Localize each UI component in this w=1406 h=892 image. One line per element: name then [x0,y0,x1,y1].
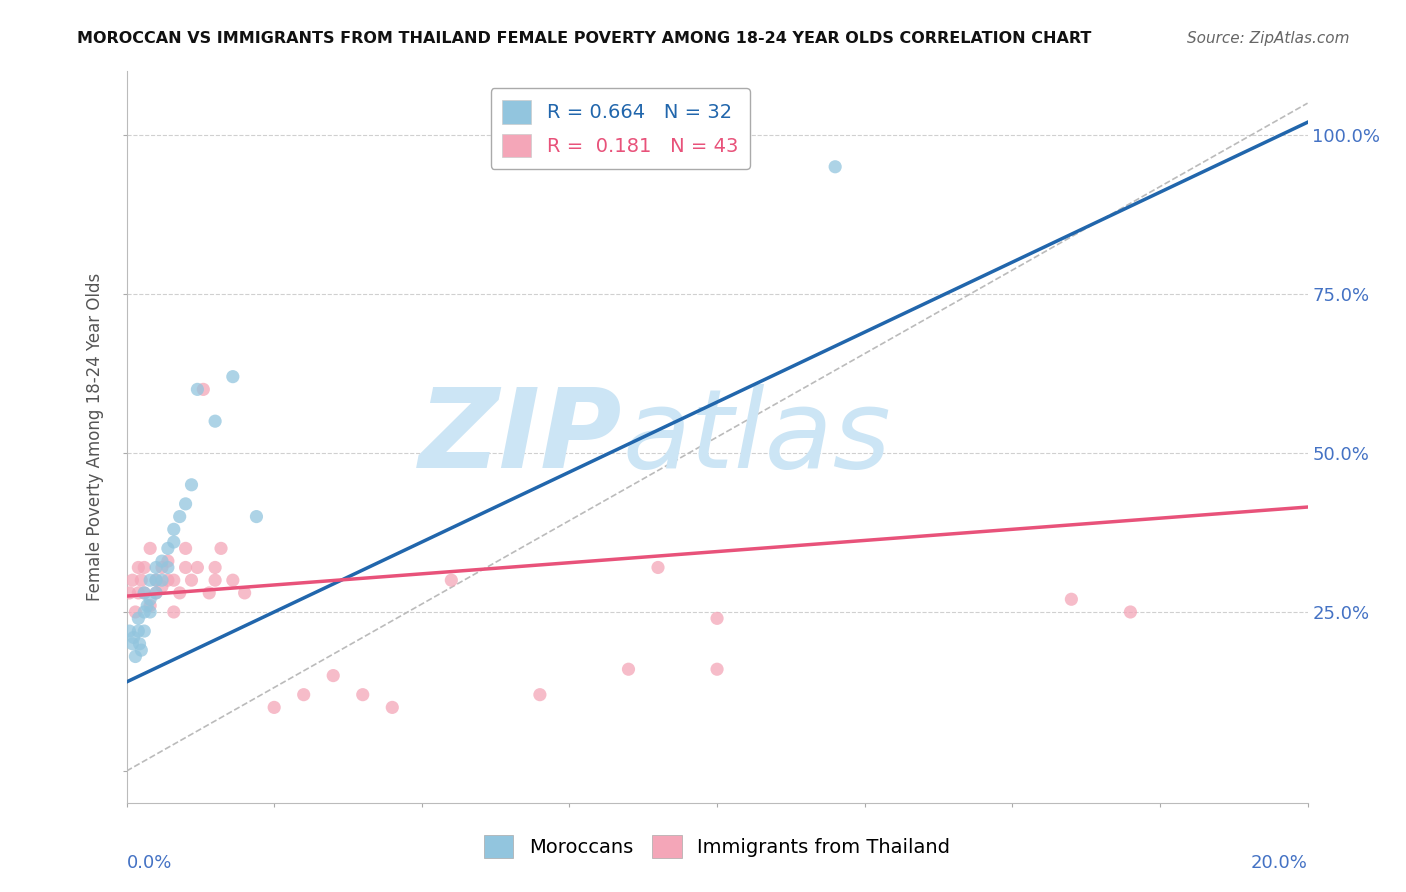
Point [134,560,156,574]
Point [145,573,167,587]
Point [127,624,149,638]
Point [128,637,150,651]
Point [169,586,191,600]
Point [121,637,143,651]
Point [292,688,315,702]
Point [121,573,143,587]
Y-axis label: Female Poverty Among 18-24 Year Olds: Female Poverty Among 18-24 Year Olds [86,273,104,601]
Point [222,369,245,384]
Point [134,586,156,600]
Point [163,605,186,619]
Point [145,560,167,574]
Point [150,580,173,594]
Point [204,560,226,574]
Point [134,605,156,619]
Point [204,573,226,587]
Point [209,541,232,556]
Point [156,554,179,568]
Point [136,599,159,613]
Point [134,624,156,638]
Point [245,509,267,524]
Point [134,586,156,600]
Point [163,573,186,587]
Point [186,383,208,397]
Point [180,573,202,587]
Point [145,586,167,600]
Point [156,560,179,574]
Text: MOROCCAN VS IMMIGRANTS FROM THAILAND FEMALE POVERTY AMONG 18-24 YEAR OLDS CORREL: MOROCCAN VS IMMIGRANTS FROM THAILAND FEM… [77,31,1091,46]
Point [1060,592,1083,607]
Point [127,611,149,625]
Point [706,611,728,625]
Point [706,662,728,676]
Point [124,605,146,619]
Point [118,624,141,638]
Point [186,560,208,574]
Point [381,700,404,714]
Point [263,700,285,714]
Point [180,477,202,491]
Point [150,573,173,587]
Point [124,649,146,664]
Point [617,662,640,676]
Text: 20.0%: 20.0% [1251,854,1308,872]
Point [150,560,173,574]
Point [139,605,162,619]
Text: ZIP: ZIP [419,384,623,491]
Point [118,586,141,600]
Legend: Moroccans, Immigrants from Thailand: Moroccans, Immigrants from Thailand [477,827,957,866]
Text: Source: ZipAtlas.com: Source: ZipAtlas.com [1187,31,1350,46]
Point [150,554,173,568]
Point [139,592,162,607]
Point [139,599,162,613]
Point [163,522,186,536]
Point [529,688,551,702]
Point [122,631,145,645]
Point [193,383,215,397]
Point [163,535,186,549]
Point [352,688,374,702]
Point [647,560,669,574]
Point [156,541,179,556]
Point [824,160,846,174]
Point [127,586,149,600]
Point [322,668,344,682]
Point [198,586,221,600]
Point [145,573,167,587]
Point [139,573,162,587]
Point [1119,605,1142,619]
Point [174,497,197,511]
Point [233,586,256,600]
Point [174,541,197,556]
Point [129,573,153,587]
Text: 0.0%: 0.0% [127,854,172,872]
Point [204,414,226,428]
Point [156,573,179,587]
Point [222,573,245,587]
Point [169,509,191,524]
Point [440,573,463,587]
Point [139,541,162,556]
Point [174,560,197,574]
Point [127,560,149,574]
Point [145,586,167,600]
Text: atlas: atlas [623,384,891,491]
Point [129,643,153,657]
